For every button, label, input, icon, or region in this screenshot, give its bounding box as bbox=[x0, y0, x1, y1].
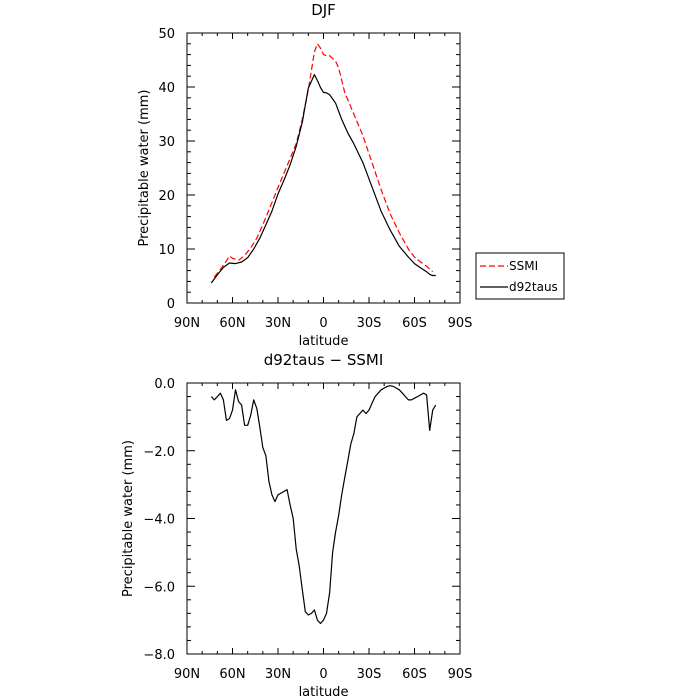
series-line-difference bbox=[210, 385, 437, 625]
top-panel: 90N 60N 30N 0 30S 60S 90S 0 10 20 30 40 50 DJF latitud… bbox=[137, 1, 472, 349]
x-tick-label: 30S bbox=[357, 316, 382, 331]
y-tick-label: 50 bbox=[158, 27, 175, 42]
x-axis-label: latitude bbox=[299, 334, 349, 349]
series-line-d92taus bbox=[210, 73, 436, 284]
x-tick-label: 30S bbox=[357, 667, 382, 682]
y-axis-label: Precipitable water (mm) bbox=[137, 90, 152, 247]
y-tick-label: 40 bbox=[158, 81, 175, 96]
bottom-panel: 90N 60N 30N 0 30S 60S 90S 0.0 −2.0 −4.0 −6.0 −8.0 d9… bbox=[121, 351, 472, 700]
legend-box bbox=[475, 252, 565, 300]
series-line-ssmi bbox=[213, 43, 434, 278]
x-tick-label: 90S bbox=[448, 316, 473, 331]
chart-title: DJF bbox=[311, 1, 336, 19]
x-tick-label: 60S bbox=[402, 316, 427, 331]
y-tick-label: −8.0 bbox=[143, 648, 175, 663]
x-tick-label: 60N bbox=[219, 316, 245, 331]
chart-title: d92taus − SSMI bbox=[264, 351, 384, 369]
x-tick-label: 30N bbox=[265, 316, 291, 331]
y-tick-label: 0 bbox=[167, 297, 175, 312]
x-tick-label: 90S bbox=[448, 667, 473, 682]
plot-frame bbox=[186, 382, 461, 655]
y-tick-label: 10 bbox=[158, 243, 175, 258]
y-tick-label: −4.0 bbox=[143, 513, 175, 528]
x-tick-label: 30N bbox=[265, 667, 291, 682]
plot-frame bbox=[186, 32, 461, 304]
x-axis-label: latitude bbox=[299, 685, 349, 700]
x-tick-label: 90N bbox=[174, 667, 200, 682]
y-tick-label: 30 bbox=[158, 135, 175, 150]
y-tick-label: 0.0 bbox=[154, 377, 175, 392]
x-tick-label: 60N bbox=[219, 667, 245, 682]
x-tick-label: 90N bbox=[174, 316, 200, 331]
y-tick-label: −6.0 bbox=[143, 580, 175, 595]
x-tick-label: 60S bbox=[402, 667, 427, 682]
legend-label: d92taus bbox=[509, 280, 558, 294]
x-tick-label: 0 bbox=[319, 667, 327, 682]
y-axis-label: Precipitable water (mm) bbox=[121, 440, 136, 597]
legend-label: SSMI bbox=[509, 259, 538, 273]
y-tick-label: 20 bbox=[158, 189, 175, 204]
x-tick-label: 0 bbox=[319, 316, 327, 331]
y-tick-label: −2.0 bbox=[143, 445, 175, 460]
legend: SSMI d92taus bbox=[475, 252, 565, 300]
